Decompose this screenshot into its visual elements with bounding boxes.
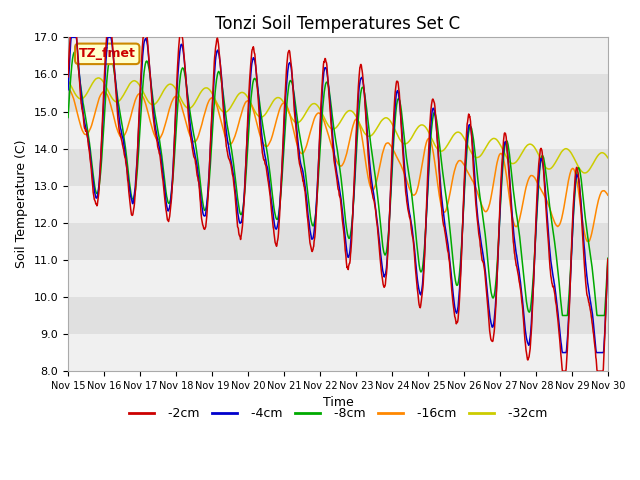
Title: Tonzi Soil Temperatures Set C: Tonzi Soil Temperatures Set C xyxy=(215,15,461,33)
Bar xyxy=(68,37,608,74)
Legend:  -2cm,  -4cm,  -8cm,  -16cm,  -32cm: -2cm, -4cm, -8cm, -16cm, -32cm xyxy=(124,402,552,425)
Bar xyxy=(68,186,608,223)
Bar xyxy=(68,149,608,186)
Text: TZ_fmet: TZ_fmet xyxy=(79,48,136,60)
Bar xyxy=(68,260,608,297)
Bar xyxy=(68,111,608,149)
Bar xyxy=(68,223,608,260)
Bar xyxy=(68,334,608,371)
X-axis label: Time: Time xyxy=(323,396,353,409)
Y-axis label: Soil Temperature (C): Soil Temperature (C) xyxy=(15,140,28,268)
Bar xyxy=(68,297,608,334)
Bar xyxy=(68,74,608,111)
